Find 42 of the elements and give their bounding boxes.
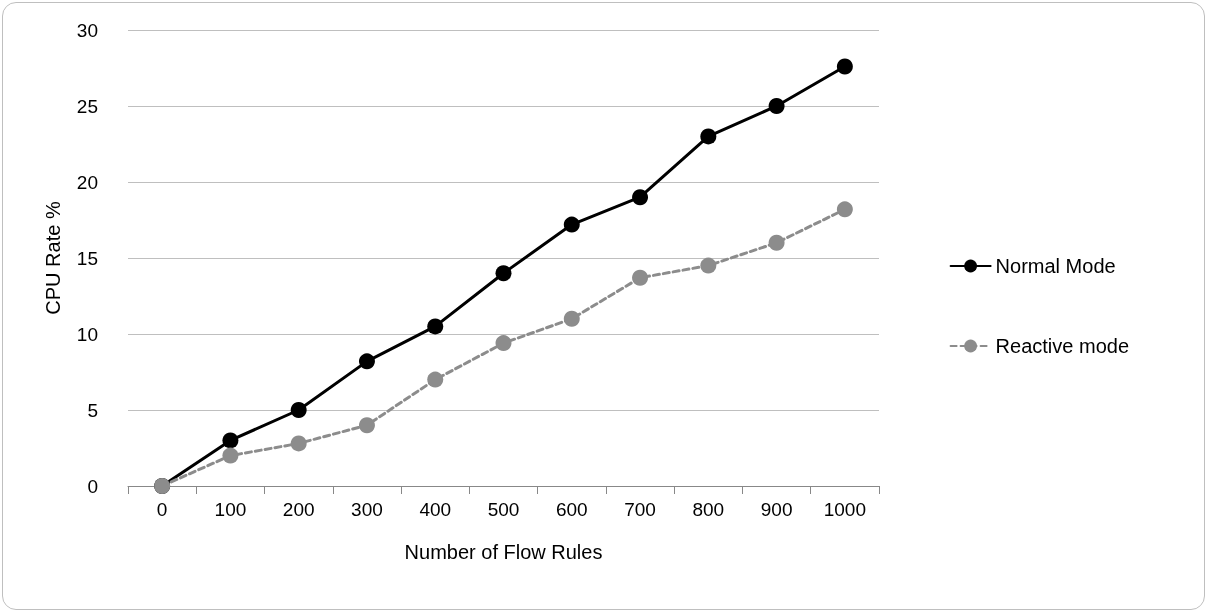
point — [836, 58, 853, 75]
point — [495, 335, 512, 352]
point — [836, 201, 853, 218]
y-tick-label: 10 — [76, 323, 98, 345]
legend-label: Normal Mode — [995, 255, 1116, 277]
y-tick-label: 30 — [76, 19, 98, 41]
point — [495, 265, 512, 282]
x-axis-title: Number of Flow Rules — [404, 541, 603, 563]
y-tick-label: 0 — [87, 475, 98, 497]
point — [222, 447, 239, 464]
point — [427, 371, 444, 388]
point — [358, 417, 375, 434]
x-tick-label: 800 — [692, 499, 725, 520]
x-tick-label: 300 — [351, 499, 383, 520]
point — [290, 435, 307, 452]
y-axis-title: CPU Rate % — [42, 201, 64, 315]
x-tick-label: 200 — [282, 499, 315, 520]
legend-label: Reactive mode — [995, 335, 1130, 357]
y-tick-label: 5 — [87, 399, 98, 421]
point — [632, 269, 649, 286]
x-tick-label: 100 — [214, 499, 247, 520]
point — [358, 353, 375, 370]
point — [563, 216, 580, 233]
point — [563, 310, 580, 327]
point — [290, 402, 307, 418]
x-tick-label: 900 — [760, 499, 793, 520]
point — [700, 128, 717, 145]
y-tick-label: 25 — [76, 95, 98, 117]
point — [427, 318, 444, 335]
point — [222, 432, 239, 449]
point — [768, 98, 785, 114]
x-tick-label: 1000 — [823, 499, 866, 520]
point — [700, 257, 717, 274]
point — [632, 189, 649, 206]
x-tick-label: 600 — [555, 499, 588, 520]
x-tick-label: 700 — [624, 499, 656, 520]
x-tick-label: 0 — [156, 499, 168, 520]
y-tick-label: 20 — [76, 171, 98, 193]
y-tick-label: 15 — [76, 247, 98, 269]
x-tick-label: 500 — [487, 499, 520, 520]
x-tick-label: 400 — [419, 499, 452, 520]
point — [768, 234, 785, 251]
